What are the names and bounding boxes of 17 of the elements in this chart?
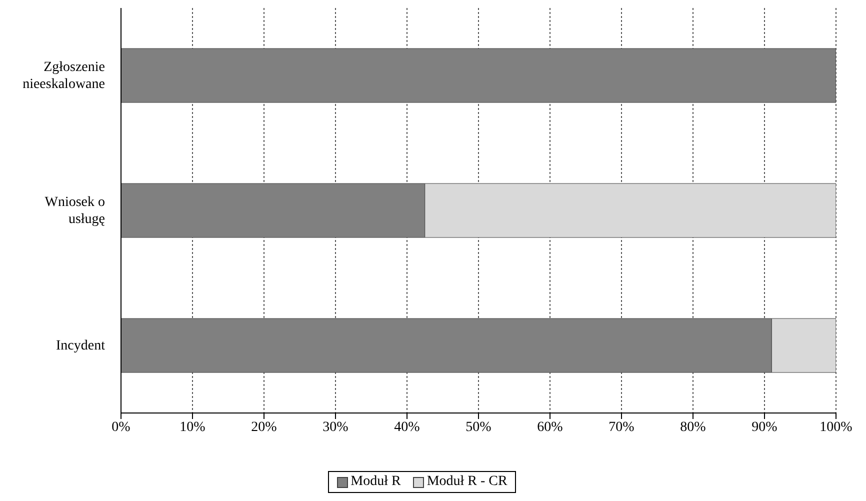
x-tick-label: 40% <box>394 420 420 435</box>
x-tick-label: 70% <box>608 420 635 435</box>
legend-label: Moduł R - CR <box>426 474 508 490</box>
x-tick-label: 90% <box>752 420 778 435</box>
x-tick-label: 80% <box>680 420 706 435</box>
bar <box>121 48 836 103</box>
x-tick-label: 60% <box>537 420 564 435</box>
y-tick-label: Wniosek o usługę <box>44 194 105 226</box>
x-tick-label: 10% <box>180 420 206 435</box>
x-tick-label: 30% <box>322 420 349 435</box>
y-tick-label: Incydent <box>56 338 106 353</box>
y-tick-label: Zgłoszenie nieeskalowane <box>22 60 105 92</box>
legend-label: Moduł R <box>350 474 401 490</box>
x-tick-label: 100% <box>820 420 853 435</box>
x-tick-label: 50% <box>466 420 492 435</box>
x-tick-label: 0% <box>112 420 131 435</box>
x-tick-label: 20% <box>251 420 278 435</box>
